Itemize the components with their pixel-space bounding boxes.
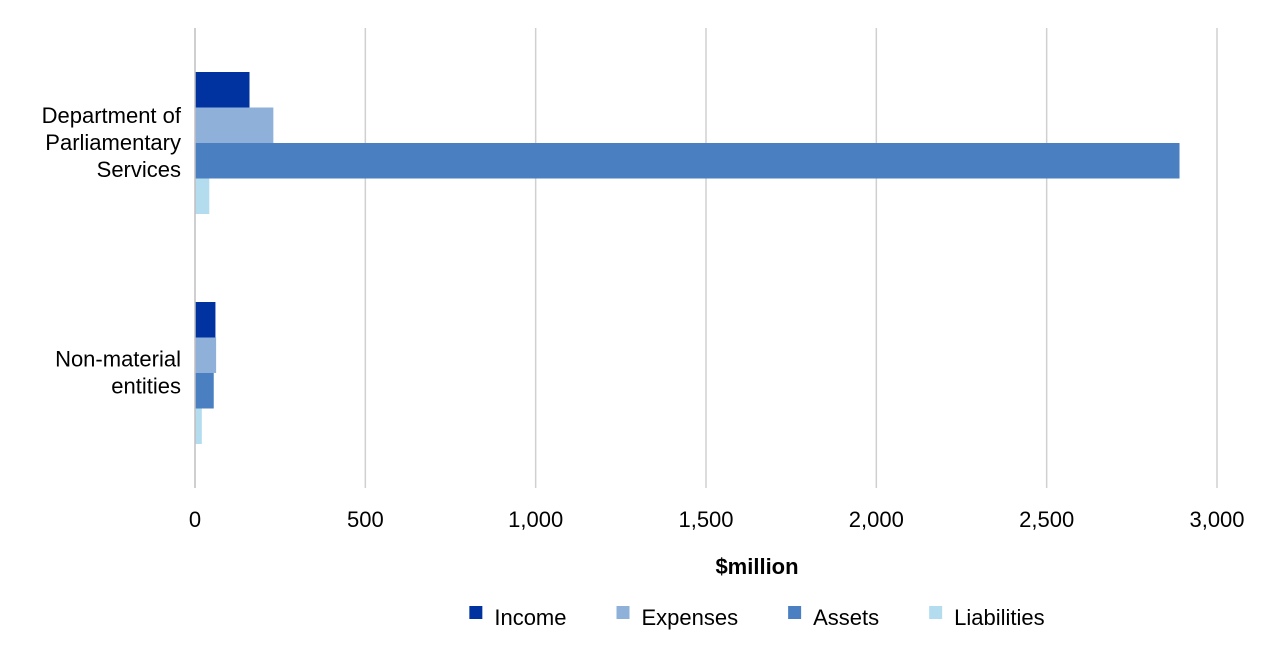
category-label: Non-material entities	[55, 347, 181, 399]
legend-swatch-expenses	[616, 606, 630, 619]
x-tick-label: 3,000	[1189, 507, 1244, 532]
gridlines	[364, 28, 1218, 488]
category-label: Department of Parliamentary Services	[42, 103, 182, 182]
x-tick-label: 2,000	[849, 507, 904, 532]
bar-income	[195, 72, 250, 108]
legend-label-expenses: Expenses	[642, 605, 739, 630]
bar-assets	[195, 373, 214, 409]
legend: Income Expenses Assets Liabilities	[469, 605, 1045, 630]
legend-label-income: Income	[494, 605, 566, 630]
x-tick-label: 500	[347, 507, 384, 532]
bars	[195, 72, 1180, 444]
x-tick-label: 1,000	[508, 507, 563, 532]
bar-expenses	[195, 107, 274, 143]
legend-swatch-liabilities	[929, 606, 943, 619]
x-tick-label: 2,500	[1019, 507, 1074, 532]
bar-assets	[195, 143, 1180, 179]
x-axis-title: $million	[715, 554, 798, 579]
legend-label-assets: Assets	[813, 605, 879, 630]
x-tick-label: 0	[189, 507, 201, 532]
legend-label-liabilities: Liabilities	[954, 605, 1045, 630]
legend-swatch-assets	[788, 606, 802, 619]
bar-liabilities	[195, 178, 210, 214]
bar-expenses	[195, 337, 217, 373]
x-tick-label: 1,500	[678, 507, 733, 532]
bar-liabilities	[195, 408, 202, 444]
legend-swatch-income	[469, 606, 483, 619]
category-labels: Department of Parliamentary Services Non-ma…	[42, 103, 182, 399]
x-tick-labels: 0 500 1,000 1,500 2,000 2,500 3,000	[189, 507, 1245, 532]
bar-income	[195, 302, 216, 338]
